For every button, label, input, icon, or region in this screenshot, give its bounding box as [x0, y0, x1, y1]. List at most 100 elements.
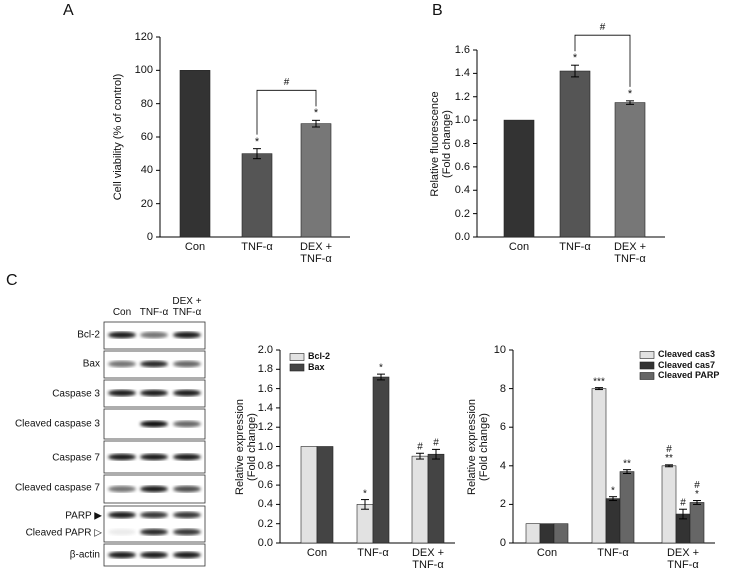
blot-frame	[103, 379, 206, 408]
y-tick-label: 1.2	[454, 90, 470, 103]
bar	[553, 523, 569, 544]
y-tick-label: 1.6	[454, 43, 470, 56]
error-bar	[432, 448, 440, 460]
blot-band	[108, 485, 136, 493]
blot-row-label: Bcl-2	[77, 329, 100, 341]
bar	[241, 153, 273, 238]
significance-marker: *	[254, 135, 260, 148]
x-tick-label: DEX + TNF-α	[666, 547, 700, 572]
bar	[300, 446, 318, 544]
bar	[179, 70, 211, 238]
error-bar	[679, 508, 687, 520]
blot-band	[108, 389, 136, 397]
significance-marker: #	[417, 441, 423, 453]
legend-label: Cleaved cas3	[658, 349, 716, 360]
y-tick-label: 1.4	[257, 401, 273, 414]
x-tick-label: Con	[508, 241, 530, 253]
blot-band	[140, 485, 168, 493]
legend-label: Bcl-2	[308, 351, 331, 362]
x-tick-label: Con	[306, 547, 328, 559]
blot-frame	[103, 408, 206, 440]
significance-marker: #	[680, 497, 686, 509]
bar	[614, 102, 646, 238]
blot-column-label: Con	[112, 307, 132, 318]
blot-band	[173, 551, 201, 559]
blot-band	[173, 420, 201, 428]
y-tick-label: 0	[499, 536, 506, 549]
y-tick-label: 0.8	[257, 459, 273, 472]
x-tick-label: TNF-α	[241, 241, 273, 253]
y-tick-label: 20	[140, 197, 153, 210]
error-bar	[571, 64, 579, 78]
y-tick-label: 1.8	[257, 363, 273, 376]
blot-column-label: TNF-α	[139, 307, 169, 318]
blot-band	[108, 528, 136, 536]
significance-marker: # **	[665, 443, 673, 465]
blot-band	[140, 528, 168, 536]
legend-swatch	[639, 361, 655, 370]
bar	[559, 70, 591, 238]
blot-band	[140, 551, 168, 559]
significance-marker: *	[379, 362, 383, 374]
y-tick-label: 1.6	[257, 382, 273, 395]
y-tick-label: 1.0	[257, 440, 273, 453]
blot-row-label: Caspase 7	[52, 452, 100, 464]
y-tick-label: 80	[140, 97, 153, 110]
significance-bracket	[256, 89, 317, 135]
legend-swatch	[289, 353, 305, 361]
x-tick-label: DEX + TNF-α	[613, 241, 647, 266]
bar	[605, 498, 621, 544]
error-bar	[416, 452, 424, 460]
significance-bracket	[574, 34, 631, 87]
blot-frame	[103, 505, 206, 543]
blot-band	[140, 360, 168, 368]
y-tick-label: 120	[134, 30, 153, 43]
bar	[372, 376, 390, 544]
significance-marker: #	[433, 437, 439, 449]
bar	[427, 453, 445, 544]
error-bar	[312, 119, 320, 128]
significance-marker: ***	[593, 376, 605, 388]
y-tick-label: 8	[499, 382, 506, 395]
y-tick-label: 0.6	[257, 479, 273, 492]
panel-label: B	[432, 2, 443, 19]
bar	[411, 455, 429, 544]
blot-row-label: Cleaved caspase 7	[14, 482, 100, 494]
blot-frame	[103, 543, 206, 567]
y-tick-label: 0.2	[257, 517, 273, 530]
y-tick-label: 0.6	[454, 160, 470, 173]
blot-row-label: Bax	[82, 358, 100, 370]
y-tick-label: 1.2	[257, 421, 273, 434]
y-tick-label: 1.0	[454, 114, 470, 127]
y-tick-label: 0.0	[257, 536, 273, 549]
x-tick-label: TNF-α	[597, 547, 629, 559]
blot-band	[173, 331, 201, 339]
bar	[661, 465, 677, 544]
y-tick-label: 1.4	[454, 67, 470, 80]
x-tick-label: Con	[184, 241, 206, 253]
significance-marker: *	[627, 87, 633, 100]
y-axis-label: Relative fluorescence (Fold change)	[428, 90, 453, 197]
x-tick-label: DEX + TNF-α	[411, 547, 445, 572]
y-tick-label: 0.8	[454, 137, 470, 150]
error-bar	[377, 373, 385, 381]
blot-band	[173, 511, 201, 519]
blot-row-label: Cleaved PAPR ▷	[25, 527, 102, 539]
blot-band	[173, 360, 201, 368]
bar	[300, 123, 332, 238]
blot-band	[108, 331, 136, 339]
bar	[316, 446, 334, 544]
y-tick-label: 2	[499, 498, 506, 511]
blot-row-label: β-actin	[69, 549, 100, 561]
error-bar	[623, 469, 631, 475]
y-tick-label: 60	[140, 130, 153, 143]
significance-marker: *	[572, 52, 578, 65]
error-bar	[626, 100, 634, 105]
significance-marker: *	[363, 488, 367, 500]
x-tick-label: DEX + TNF-α	[299, 241, 333, 266]
bar	[525, 523, 541, 544]
y-tick-label: 10	[493, 343, 506, 356]
significance-marker: *	[313, 107, 319, 120]
